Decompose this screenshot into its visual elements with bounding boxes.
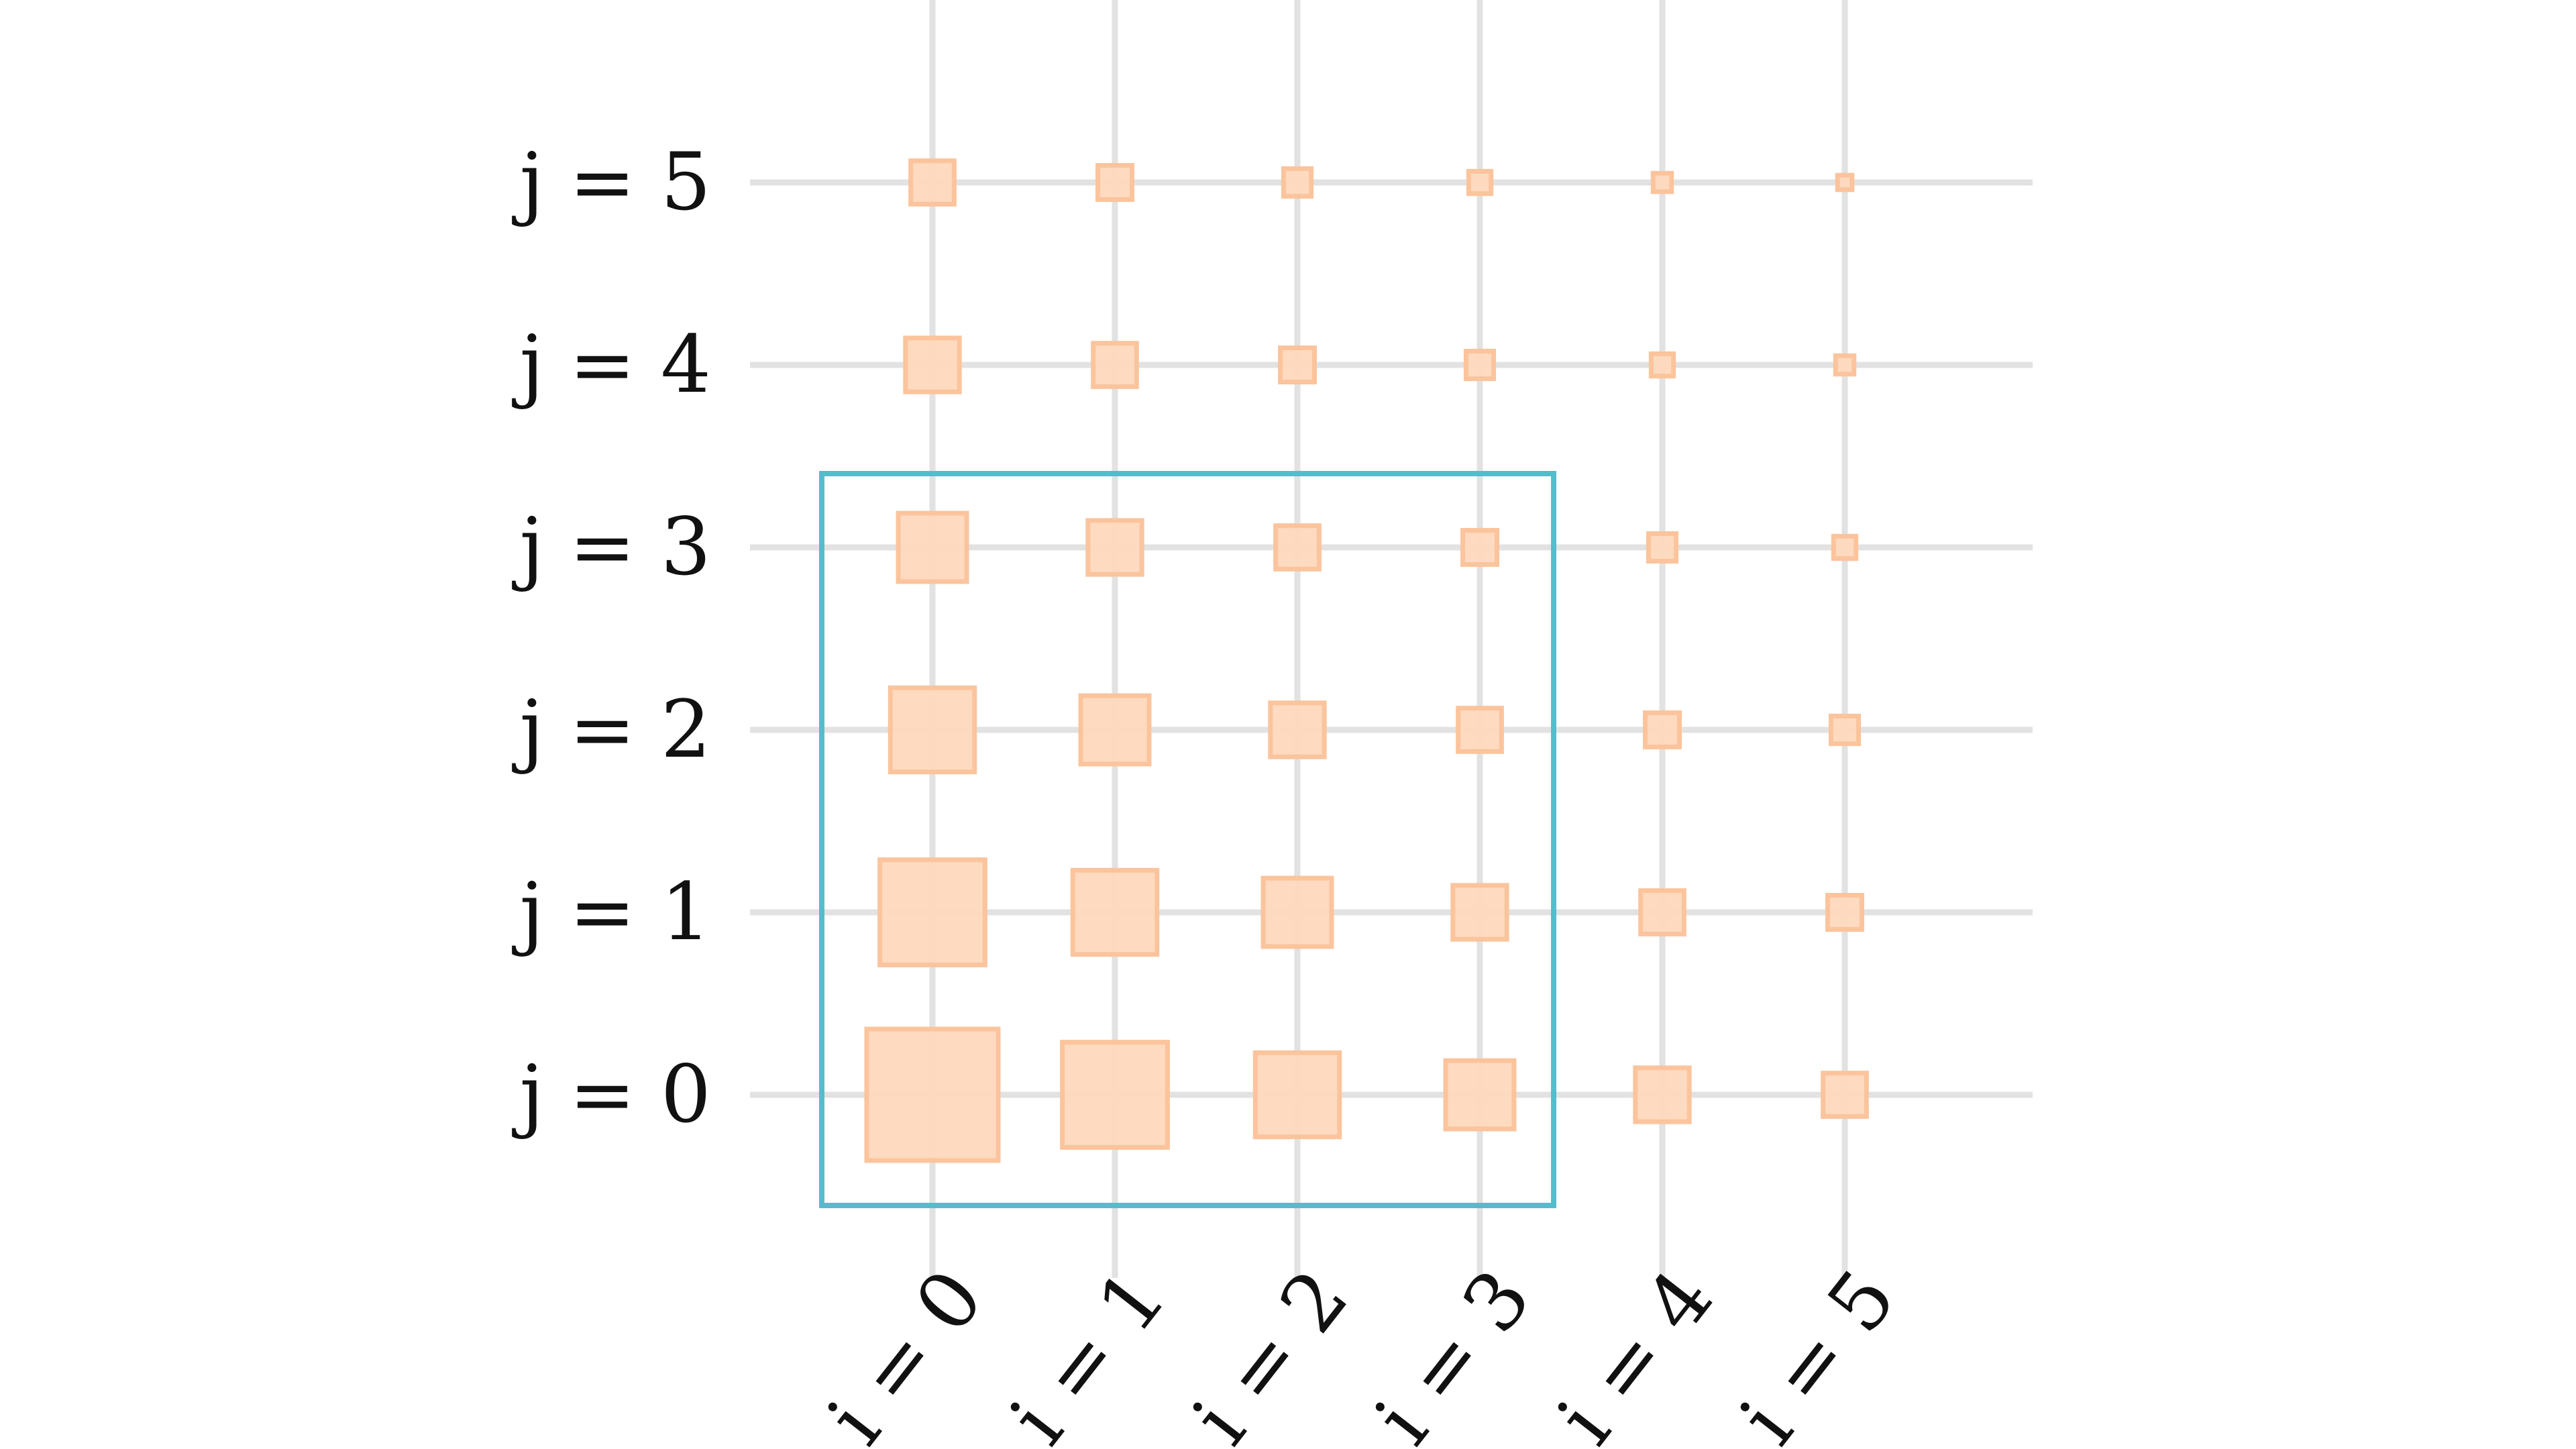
cell-square-i0-j3 (896, 511, 969, 584)
cell-square-i2-j4 (1278, 345, 1317, 384)
cell-square-i3-j4 (1463, 348, 1497, 382)
cell-square-i5-j3 (1831, 533, 1859, 561)
cell-square-i2-j3 (1273, 523, 1322, 572)
x-label-i-3: i = 3 (1357, 1252, 1548, 1449)
y-label-j-1: j = 1 (511, 865, 711, 958)
cell-square-i1-j2 (1078, 693, 1152, 767)
y-label-j-3: j = 3 (511, 500, 711, 593)
cell-square-i4-j0 (1633, 1065, 1692, 1124)
cell-square-i0-j0 (864, 1026, 1001, 1163)
cell-square-i5-j4 (1833, 353, 1857, 377)
highlight-box (819, 471, 1556, 1208)
cell-square-i4-j1 (1638, 888, 1686, 936)
grid-lines (750, 0, 2033, 1278)
cell-square-i0-j2 (888, 685, 977, 775)
cell-square-i2-j0 (1252, 1050, 1342, 1140)
highlight-layer (819, 471, 1556, 1208)
x-axis-labels: i = 0i = 1i = 2i = 3i = 4i = 5 (810, 1252, 1913, 1449)
weight-squares (864, 158, 1869, 1163)
cell-square-i5-j2 (1828, 713, 1862, 747)
cell-square-i5-j1 (1825, 893, 1864, 932)
x-label-i-4: i = 4 (1540, 1252, 1731, 1449)
cell-square-i3-j5 (1466, 168, 1494, 197)
cell-square-i0-j5 (908, 158, 957, 207)
cell-square-i2-j1 (1260, 875, 1334, 949)
cell-square-i2-j2 (1268, 700, 1327, 759)
y-label-j-5: j = 5 (511, 136, 711, 228)
cell-square-i3-j2 (1456, 706, 1504, 754)
y-label-j-0: j = 0 (511, 1048, 711, 1140)
cell-square-i4-j2 (1643, 710, 1682, 749)
cell-square-i4-j3 (1646, 531, 1679, 564)
cell-square-i4-j5 (1650, 170, 1674, 195)
x-label-i-2: i = 2 (1175, 1252, 1366, 1449)
cell-square-i3-j0 (1443, 1058, 1517, 1132)
cell-square-i1-j5 (1095, 163, 1134, 202)
cell-square-i1-j3 (1085, 518, 1144, 577)
cell-square-i5-j5 (1835, 172, 1855, 193)
cell-square-i3-j1 (1450, 883, 1509, 942)
x-label-i-0: i = 0 (810, 1252, 1001, 1449)
cell-square-i3-j3 (1460, 528, 1499, 567)
x-label-i-1: i = 1 (992, 1252, 1183, 1449)
cell-square-i1-j4 (1091, 341, 1139, 389)
cell-square-i0-j1 (877, 857, 987, 967)
cell-square-i1-j1 (1070, 867, 1160, 957)
cell-square-i5-j0 (1821, 1071, 1869, 1119)
cell-square-i0-j4 (903, 335, 962, 394)
x-label-i-5: i = 5 (1722, 1252, 1913, 1449)
cell-square-i1-j0 (1060, 1040, 1170, 1150)
cell-square-i4-j4 (1648, 351, 1676, 379)
y-label-j-2: j = 2 (511, 683, 711, 775)
y-label-j-4: j = 4 (511, 318, 711, 411)
cell-square-i2-j5 (1281, 166, 1314, 199)
y-axis-labels: j = 0 j = 1 j = 2 j = 3 j = 4 j = 5 (511, 136, 711, 1140)
